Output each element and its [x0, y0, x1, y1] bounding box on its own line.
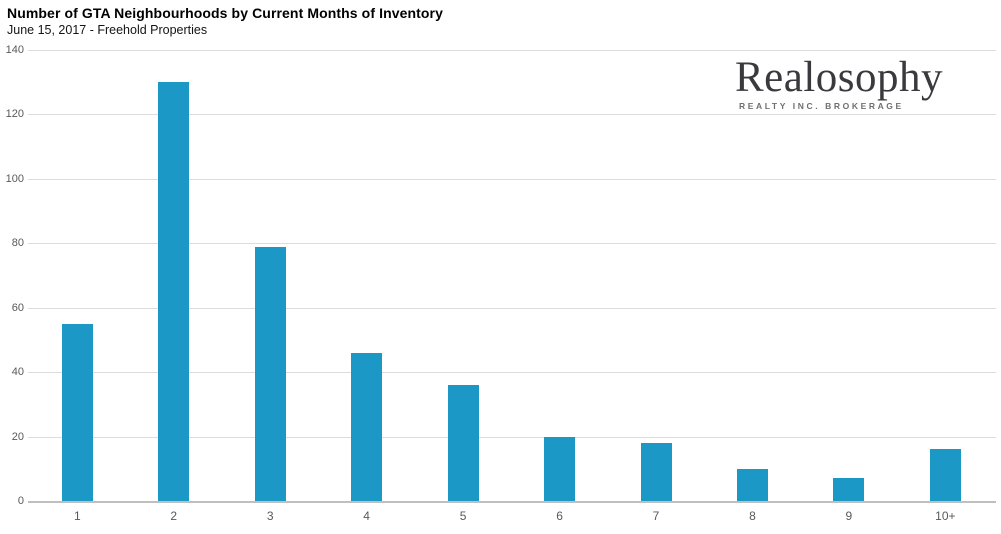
- x-tick-label-8: 8: [749, 509, 756, 523]
- bar-6: [544, 436, 576, 501]
- x-tick-label-6: 6: [556, 509, 563, 523]
- x-tick-label-1: 1: [73, 509, 81, 523]
- gridline-80: [28, 243, 996, 245]
- bar-3: [254, 246, 286, 501]
- bar-7: [640, 443, 672, 501]
- gridline-60: [28, 307, 996, 309]
- x-tick-label-5: 5: [459, 509, 467, 523]
- bar-10+: [929, 449, 961, 501]
- bar-4: [351, 352, 383, 501]
- gridline-120: [28, 114, 996, 116]
- gridline-40: [28, 372, 996, 374]
- x-tick-label-10+: 10+: [935, 509, 956, 523]
- y-tick-label-20: 20: [11, 430, 24, 443]
- bar-2: [158, 82, 190, 501]
- gridline-20: [28, 436, 996, 438]
- y-tick-label-140: 140: [5, 44, 24, 56]
- y-tick-label-40: 40: [11, 366, 24, 379]
- x-tick-label-2: 2: [170, 509, 178, 523]
- x-tick-label-7: 7: [652, 509, 660, 523]
- y-tick-label-120: 120: [5, 108, 24, 121]
- x-tick-label-9: 9: [845, 509, 853, 523]
- bar-9: [833, 478, 865, 501]
- y-tick-label-60: 60: [11, 301, 24, 314]
- gridline-140: [28, 50, 996, 51]
- bar-8: [736, 468, 768, 501]
- bar-5: [447, 385, 479, 501]
- logo-wordmark: Realosophy: [735, 54, 944, 101]
- x-tick-label-4: 4: [363, 509, 370, 523]
- x-tick-label-3: 3: [266, 509, 274, 523]
- y-tick-label-100: 100: [5, 172, 24, 185]
- chart-subtitle: June 15, 2017 - Freehold Properties: [7, 23, 208, 37]
- x-axis-line: [28, 501, 996, 503]
- bar-1: [61, 323, 93, 501]
- gridline-100: [28, 178, 996, 180]
- logo-tagline: REALTY INC. BROKERAGE: [739, 101, 904, 111]
- realosophy-logo: Realosophy REALTY INC. BROKERAGE: [735, 54, 970, 111]
- chart-title: Number of GTA Neighbourhoods by Current …: [7, 5, 443, 21]
- y-tick-label-0: 0: [17, 495, 24, 507]
- y-tick-label-80: 80: [11, 237, 24, 250]
